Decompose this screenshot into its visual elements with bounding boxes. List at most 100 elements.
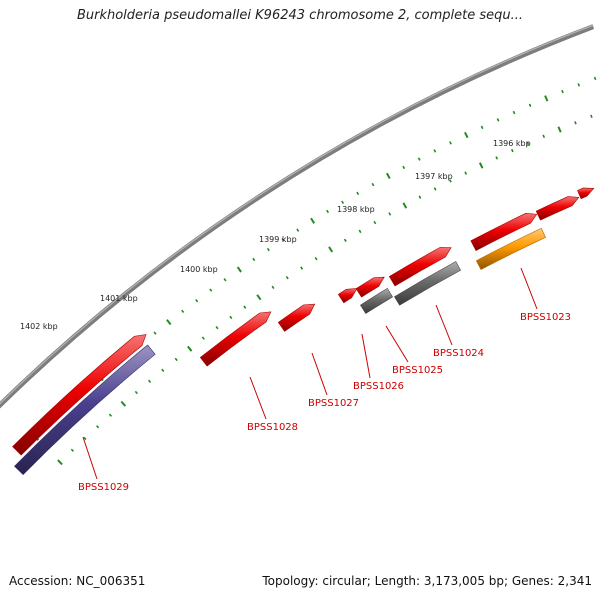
outer-tick-minor bbox=[373, 220, 377, 225]
inner-tick-minor bbox=[561, 89, 564, 94]
gene-leader-line bbox=[311, 352, 328, 396]
inner-tick-minor bbox=[593, 76, 597, 81]
gene-bpss1024 bbox=[388, 247, 452, 287]
gene-bpss1024-reverse bbox=[394, 261, 462, 306]
outer-tick-minor bbox=[448, 179, 452, 183]
gene-label: BPSS1025 bbox=[392, 365, 443, 376]
outer-tick-major bbox=[57, 459, 63, 466]
outer-tick-minor bbox=[174, 357, 178, 362]
kbp-label: 1402 kbp bbox=[20, 322, 58, 331]
inner-tick-minor bbox=[281, 238, 285, 242]
outer-tick-major bbox=[478, 162, 484, 169]
backbone-highlight bbox=[0, 24, 594, 405]
outer-tick-minor bbox=[108, 413, 113, 417]
gene-label: BPSS1024 bbox=[433, 348, 484, 359]
inner-tick-major bbox=[385, 172, 391, 179]
outer-tick-minor bbox=[495, 156, 499, 160]
gene-right-1 bbox=[535, 196, 580, 221]
gene-bpss1028 bbox=[199, 311, 272, 367]
chromosome-backbone bbox=[0, 24, 595, 409]
gene-bpss1027 bbox=[277, 303, 316, 332]
inner-tick-minor bbox=[402, 165, 406, 170]
inner-tick-minor bbox=[528, 103, 532, 108]
gene-label: BPSS1026 bbox=[353, 381, 404, 392]
outer-tick-ring bbox=[57, 114, 593, 466]
outer-tick-minor bbox=[70, 448, 75, 452]
genome-summary-text: Topology: circular; Length: 3,173,005 bp… bbox=[262, 574, 592, 588]
outer-tick-major bbox=[328, 246, 334, 253]
outer-tick-minor bbox=[542, 134, 546, 139]
inner-tick-minor bbox=[195, 298, 199, 303]
outer-tick-minor bbox=[229, 315, 233, 320]
outer-tick-minor bbox=[271, 285, 275, 290]
outer-tick-minor bbox=[134, 390, 138, 395]
inner-tick-major bbox=[464, 131, 469, 139]
kbp-labels: 1396 kbp 1397 kbp 1398 kbp 1399 kbp 1400 kbp… bbox=[20, 139, 531, 331]
map-title: Burkholderia pseudomallei K96243 chromos… bbox=[76, 8, 524, 23]
inner-tick-minor bbox=[449, 141, 452, 145]
inner-tick-minor bbox=[417, 157, 421, 161]
inner-tick-minor bbox=[326, 209, 330, 214]
outer-tick-minor bbox=[343, 238, 347, 243]
gene-bpss1025-reverse bbox=[360, 287, 393, 314]
inner-tick-minor bbox=[223, 278, 227, 282]
outer-tick-minor bbox=[314, 256, 318, 261]
inner-tick-minor bbox=[371, 182, 375, 187]
kbp-label: 1397 kbp bbox=[415, 172, 453, 181]
gene-bpss1023-orange bbox=[475, 227, 547, 270]
outer-tick-minor bbox=[433, 187, 437, 191]
kbp-label: 1398 kbp bbox=[337, 205, 375, 214]
outer-tick-minor bbox=[590, 114, 593, 118]
inner-tick-minor bbox=[209, 288, 213, 292]
outer-tick-minor bbox=[388, 212, 392, 216]
gene-bpss1029 bbox=[12, 334, 147, 456]
gene-leader-line bbox=[361, 333, 371, 379]
outer-tick-major bbox=[187, 345, 193, 352]
outer-tick-major bbox=[256, 294, 262, 301]
gene-label: BPSS1028 bbox=[247, 422, 298, 433]
gene-label: BPSS1029 bbox=[78, 482, 129, 493]
inner-tick-minor bbox=[252, 257, 256, 262]
gene-features bbox=[12, 187, 595, 476]
outer-tick-minor bbox=[464, 171, 468, 175]
inner-tick-minor bbox=[266, 247, 270, 252]
outer-tick-minor bbox=[243, 305, 247, 309]
inner-tick-minor bbox=[577, 83, 581, 87]
outer-tick-minor bbox=[215, 326, 219, 330]
inner-tick-minor bbox=[433, 149, 437, 153]
inner-tick-minor bbox=[296, 228, 300, 232]
gene-leader-line bbox=[385, 325, 409, 363]
outer-tick-minor bbox=[574, 121, 577, 125]
gene-bpss1026 bbox=[337, 288, 358, 304]
inner-tick-ring bbox=[33, 76, 597, 441]
inner-tick-minor bbox=[496, 118, 500, 122]
gene-labels: BPSS1023 BPSS1024 BPSS1025 BPSS1026 BPSS1027… bbox=[78, 267, 571, 493]
inner-tick-minor bbox=[153, 331, 157, 335]
gene-label: BPSS1027 bbox=[308, 398, 359, 409]
outer-tick-minor bbox=[418, 195, 422, 199]
outer-tick-minor bbox=[83, 436, 87, 441]
inner-tick-minor bbox=[341, 200, 345, 205]
kbp-label: 1400 kbp bbox=[180, 265, 218, 274]
outer-tick-major bbox=[557, 126, 562, 133]
outer-tick-minor bbox=[526, 141, 530, 146]
outer-tick-major bbox=[120, 400, 127, 407]
accession-text: Accession: NC_006351 bbox=[9, 574, 146, 588]
gene-leader-line bbox=[249, 376, 267, 420]
outer-tick-major bbox=[402, 202, 408, 209]
outer-tick-minor bbox=[96, 425, 100, 429]
backbone-ring bbox=[0, 24, 595, 409]
inner-tick-major bbox=[544, 95, 549, 102]
gene-label: BPSS1023 bbox=[520, 312, 571, 323]
gene-leader-line bbox=[82, 436, 98, 480]
outer-tick-minor bbox=[201, 336, 205, 340]
outer-tick-minor bbox=[358, 229, 362, 234]
outer-tick-minor bbox=[161, 368, 165, 372]
inner-tick-major bbox=[310, 217, 316, 224]
gene-leader-line bbox=[435, 304, 453, 346]
kbp-label: 1399 kbp bbox=[259, 235, 297, 244]
gene-right-2 bbox=[577, 187, 595, 200]
kbp-label: 1396 kbp bbox=[493, 139, 531, 148]
footer: Accession: NC_006351 Topology: circular;… bbox=[0, 574, 600, 592]
